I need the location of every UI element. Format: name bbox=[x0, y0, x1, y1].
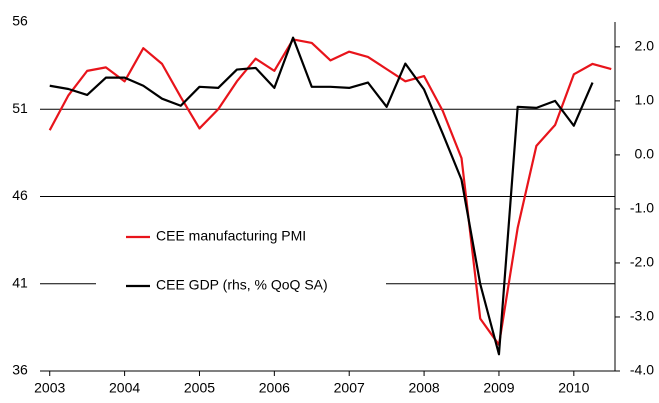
legend-label: CEE GDP (rhs, % QoQ SA) bbox=[156, 277, 328, 293]
y-tick-label: 36 bbox=[12, 362, 28, 378]
y2-tick-label: -3.0 bbox=[630, 308, 654, 324]
series-line bbox=[49, 36, 594, 356]
x-tick-label: 2009 bbox=[483, 380, 514, 396]
x-tick-label: 2005 bbox=[184, 380, 215, 396]
y-tick-label: 56 bbox=[12, 13, 28, 29]
y-tick-label: 41 bbox=[12, 274, 28, 290]
y-tick-label: 51 bbox=[12, 100, 28, 116]
y2-tick-label: -2.0 bbox=[630, 254, 654, 270]
series-line bbox=[48, 38, 612, 346]
x-tick-label: 2007 bbox=[334, 380, 365, 396]
x-tick-label: 2006 bbox=[259, 380, 290, 396]
x-tick-label: 2004 bbox=[109, 380, 140, 396]
x-tick-label: 2008 bbox=[409, 380, 440, 396]
y-tick-label: 46 bbox=[12, 187, 28, 203]
y2-tick-label: 2.0 bbox=[635, 38, 655, 54]
x-tick-label: 2003 bbox=[34, 380, 65, 396]
legend-label: CEE manufacturing PMI bbox=[156, 228, 306, 244]
y2-tick-label: 0.0 bbox=[635, 146, 655, 162]
legend-bg bbox=[96, 226, 386, 248]
y2-tick-label: 1.0 bbox=[635, 92, 655, 108]
y2-tick-label: -4.0 bbox=[630, 362, 654, 378]
x-tick-label: 2010 bbox=[558, 380, 589, 396]
y2-tick-label: -1.0 bbox=[630, 200, 654, 216]
legend-bg bbox=[96, 275, 386, 297]
